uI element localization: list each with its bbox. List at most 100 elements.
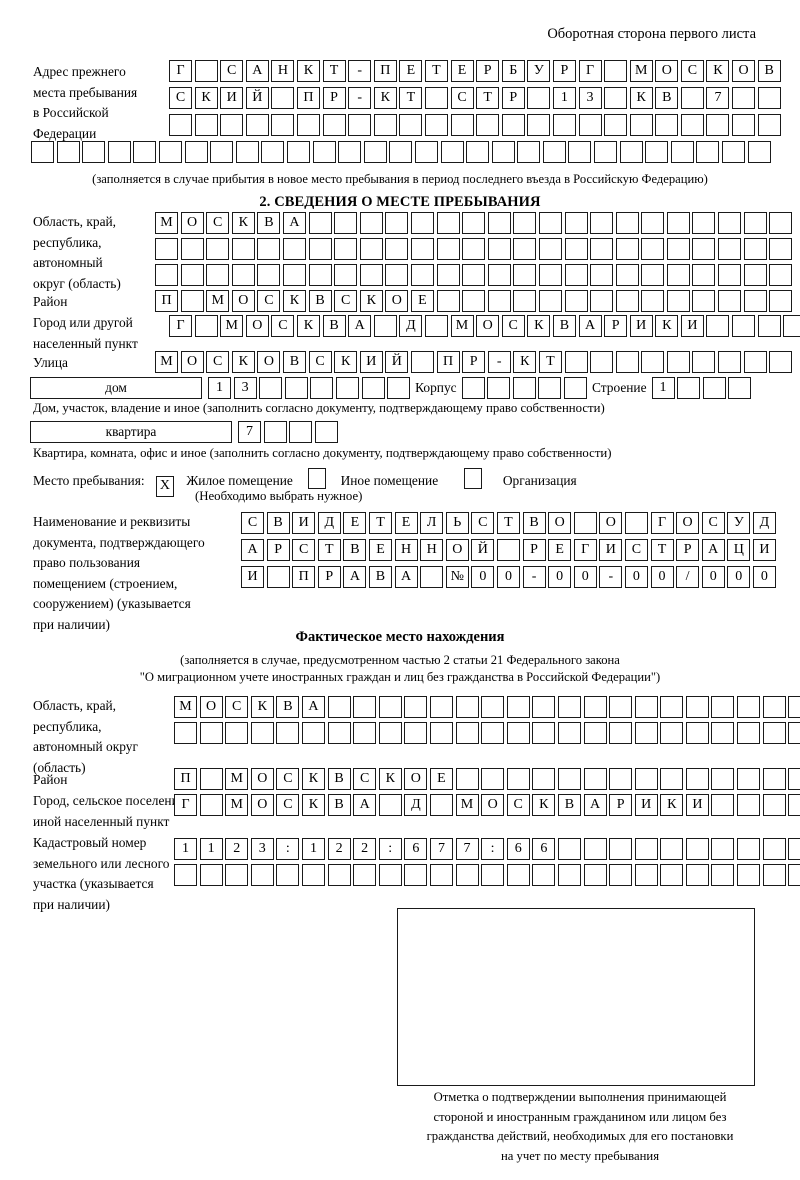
char-cell[interactable] [206, 238, 230, 260]
char-cell[interactable] [538, 377, 562, 399]
char-cell[interactable]: В [552, 315, 576, 337]
char-cell[interactable] [440, 141, 464, 163]
char-cell[interactable] [455, 768, 479, 790]
char-cell[interactable] [564, 290, 588, 312]
char-cell[interactable]: К [231, 351, 255, 373]
char-cell[interactable] [259, 377, 283, 399]
char-cell[interactable] [583, 768, 607, 790]
char-cell[interactable]: С [624, 539, 648, 561]
char-cell[interactable] [769, 238, 793, 260]
char-cell[interactable]: : [481, 838, 505, 860]
char-cell[interactable]: С [241, 512, 264, 534]
char-cell[interactable]: Ь [445, 512, 469, 534]
char-cell[interactable] [624, 512, 648, 534]
char-cell[interactable] [564, 212, 588, 234]
char-cell[interactable]: И [220, 87, 244, 109]
char-cell[interactable] [743, 212, 767, 234]
char-cell[interactable] [455, 864, 479, 886]
char-cell[interactable] [666, 238, 690, 260]
char-cell[interactable]: М [206, 290, 230, 312]
char-cell[interactable]: В [343, 539, 367, 561]
char-cell[interactable]: С [353, 768, 377, 790]
char-cell[interactable] [436, 212, 460, 234]
char-cell[interactable]: Т [424, 60, 448, 82]
char-cell[interactable] [491, 141, 515, 163]
char-cell[interactable] [737, 838, 761, 860]
char-cell[interactable]: К [250, 696, 274, 718]
char-cell[interactable] [436, 238, 460, 260]
char-cell[interactable]: К [513, 351, 537, 373]
char-cell[interactable] [743, 290, 767, 312]
char-cell[interactable] [590, 351, 614, 373]
char-cell[interactable] [404, 696, 428, 718]
char-cell[interactable] [327, 722, 351, 744]
char-cell[interactable]: М [225, 768, 249, 790]
char-cell[interactable] [462, 290, 486, 312]
char-cell[interactable] [334, 264, 358, 286]
char-cell[interactable] [180, 290, 204, 312]
char-cell[interactable]: Р [462, 351, 486, 373]
char-cell[interactable]: С [169, 87, 192, 109]
char-cell[interactable]: № [445, 566, 469, 588]
char-cell[interactable]: Л [420, 512, 444, 534]
char-cell[interactable] [685, 768, 709, 790]
char-cell[interactable] [414, 141, 438, 163]
char-cell[interactable]: О [481, 794, 505, 816]
char-cell[interactable] [634, 696, 658, 718]
char-cell[interactable] [692, 290, 716, 312]
flat-field[interactable]: квартира [30, 421, 232, 443]
char-cell[interactable]: К [660, 794, 684, 816]
char-cell[interactable]: А [394, 566, 418, 588]
char-cell[interactable] [762, 768, 786, 790]
char-cell[interactable]: К [296, 315, 320, 337]
char-cell[interactable] [378, 696, 402, 718]
char-cell[interactable] [257, 264, 281, 286]
char-cell[interactable] [517, 141, 541, 163]
char-cell[interactable]: А [343, 566, 367, 588]
char-cell[interactable]: Ц [727, 539, 751, 561]
char-cell[interactable] [542, 141, 566, 163]
char-cell[interactable] [629, 114, 653, 136]
char-cell[interactable]: 0 [727, 566, 751, 588]
char-cell[interactable] [338, 141, 362, 163]
char-cell[interactable]: Г [169, 60, 192, 82]
char-cell[interactable]: М [225, 794, 249, 816]
char-cell[interactable]: Р [522, 539, 546, 561]
char-cell[interactable] [450, 114, 474, 136]
char-cell[interactable] [378, 722, 402, 744]
char-cell[interactable]: М [629, 60, 653, 82]
char-cell[interactable]: К [231, 212, 255, 234]
char-cell[interactable]: С [506, 794, 530, 816]
char-cell[interactable]: А [701, 539, 725, 561]
char-cell[interactable]: В [368, 566, 392, 588]
char-cell[interactable] [564, 377, 587, 399]
char-cell[interactable]: / [676, 566, 700, 588]
char-cell[interactable] [199, 722, 223, 744]
char-cell[interactable] [334, 238, 358, 260]
char-cell[interactable] [594, 141, 618, 163]
char-cell[interactable] [762, 838, 786, 860]
char-cell[interactable]: Т [538, 351, 562, 373]
char-cell[interactable]: С [450, 87, 474, 109]
char-cell[interactable]: В [308, 290, 332, 312]
char-cell[interactable]: В [557, 794, 581, 816]
char-cell[interactable] [718, 238, 742, 260]
char-cell[interactable]: 1 [552, 87, 576, 109]
char-cell[interactable] [487, 290, 511, 312]
char-cell[interactable] [378, 794, 402, 816]
char-cell[interactable]: Е [429, 768, 453, 790]
char-cell[interactable] [732, 114, 756, 136]
char-cell[interactable] [692, 351, 716, 373]
char-cell[interactable]: 0 [471, 566, 495, 588]
char-cell[interactable] [711, 794, 735, 816]
char-cell[interactable] [436, 290, 460, 312]
char-cell[interactable] [348, 114, 372, 136]
char-cell[interactable]: Г [650, 512, 674, 534]
char-cell[interactable]: О [548, 512, 572, 534]
char-cell[interactable]: Р [676, 539, 700, 561]
char-cell[interactable] [677, 377, 701, 399]
char-cell[interactable] [737, 768, 761, 790]
char-cell[interactable] [634, 768, 658, 790]
char-cell[interactable] [788, 696, 800, 718]
char-cell[interactable] [466, 141, 490, 163]
